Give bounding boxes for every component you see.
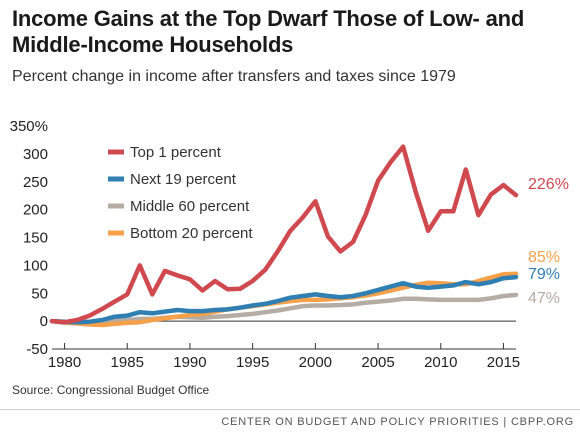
y-tick-label: 50 (31, 285, 48, 302)
y-tick-label: 300 (23, 146, 48, 163)
x-tick-label: 1980 (48, 354, 81, 371)
legend-label: Middle 60 percent (130, 198, 250, 215)
y-tick-label: 100 (23, 257, 48, 274)
y-tick-label: 0 (40, 313, 48, 330)
y-tick-label: 200 (23, 202, 48, 219)
series-line-top-1-percent (49, 144, 519, 325)
legend-label: Top 1 percent (130, 144, 222, 161)
series-line-middle-60-percent (49, 292, 519, 326)
series-line-bottom-20-percent (49, 271, 519, 328)
y-tick-label: 150 (23, 230, 48, 247)
y-tick-label: -50 (26, 341, 48, 358)
legend-label: Bottom 20 percent (130, 225, 253, 242)
series-line-next-19-percent (49, 274, 519, 325)
x-tick-label: 2010 (424, 354, 457, 371)
footer-divider (0, 409, 580, 410)
x-tick-label: 2000 (299, 354, 332, 371)
legend-label: Next 19 percent (130, 171, 237, 188)
x-tick-label: 2015 (487, 354, 520, 371)
footer-credit: CENTER ON BUDGET AND POLICY PRIORITIES |… (221, 416, 574, 428)
end-value-label: 226% (528, 176, 569, 193)
line-chart: -50 0 50 100 150 200 250 300 350% 1980 1985 1990 199… (10, 118, 569, 371)
y-tick-label: 250 (23, 174, 48, 191)
x-tick-label: 1990 (173, 354, 206, 371)
x-tick-label: 1995 (236, 354, 269, 371)
x-tick-label: 2005 (361, 354, 394, 371)
y-tick-label: 350% (10, 118, 48, 135)
end-value-label: 85% (528, 249, 560, 266)
chart-title: Income Gains at the Top Dwarf Those of L… (12, 6, 525, 57)
end-value-label: 79% (528, 266, 560, 283)
end-value-label: 47% (528, 290, 560, 307)
x-tick-label: 1985 (111, 354, 144, 371)
source-note: Source: Congressional Budget Office (12, 383, 210, 397)
chart-subtitle: Percent change in income after transfers… (12, 68, 456, 85)
